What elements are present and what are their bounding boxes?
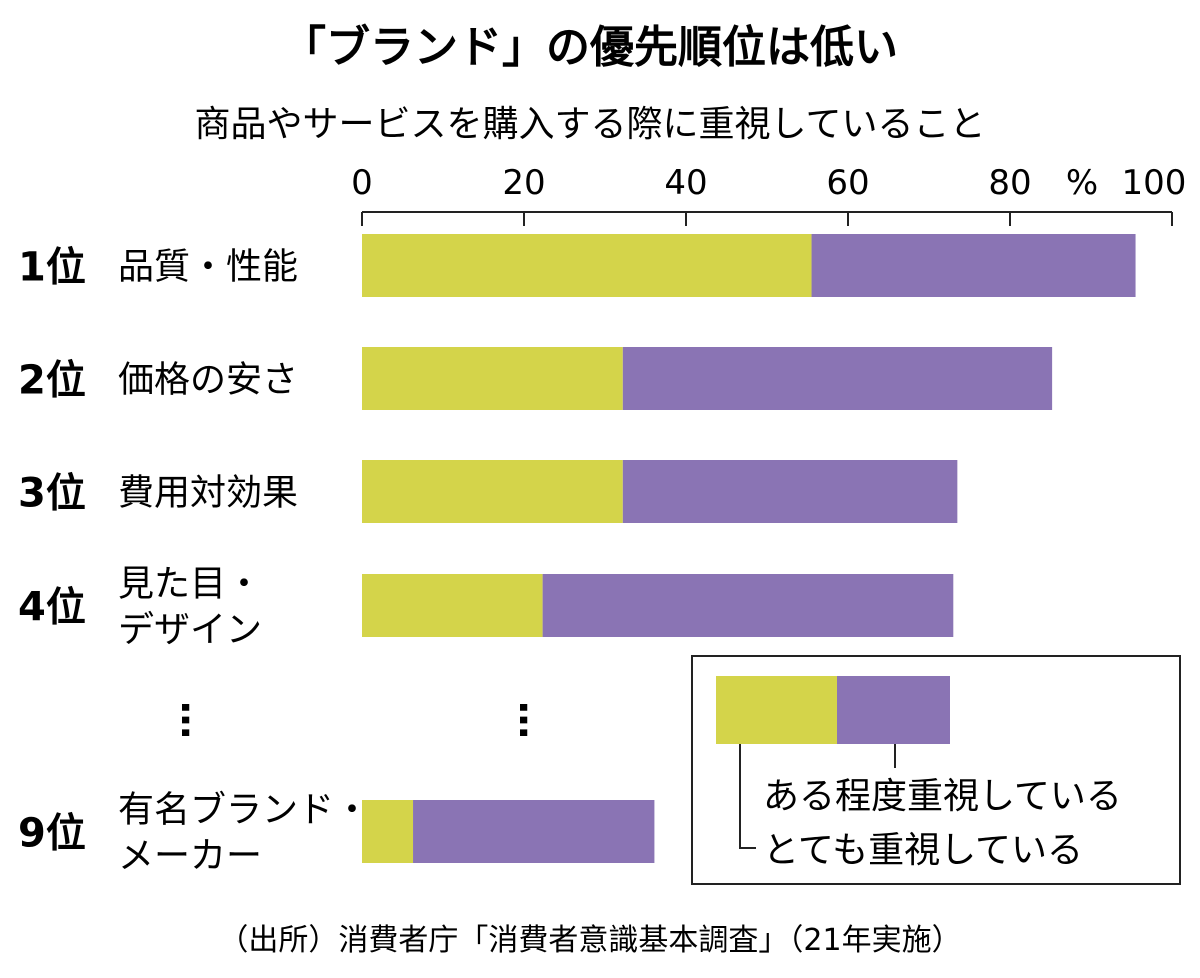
bars xyxy=(362,234,1136,863)
category-label: 有名ブランド・ xyxy=(118,790,370,831)
category-label: 費用対効果 xyxy=(118,473,298,514)
chart-subtitle: 商品やサービスを購入する際に重視していること xyxy=(195,104,986,145)
vertical-ellipsis: … xyxy=(173,701,217,739)
bar-segment-strong xyxy=(362,460,623,523)
rank-label: 1位 xyxy=(18,245,86,291)
category-label: 価格の安さ xyxy=(118,360,298,401)
bar-segment-moderate xyxy=(622,347,1053,410)
chart-title: 「ブランド」の優先順位は低い xyxy=(282,22,898,73)
category-label: 品質・性能 xyxy=(118,247,298,288)
x-axis: 0 20 40 60 80 100% xyxy=(351,163,1186,226)
legend-swatch-strong xyxy=(716,676,837,744)
category-label: 見た目・ xyxy=(118,564,262,605)
gap-marker: …… xyxy=(173,701,555,739)
bar-segment-strong xyxy=(362,800,414,863)
rank-label: 2位 xyxy=(18,358,86,404)
bar-segment-moderate xyxy=(542,574,954,637)
bar-segment-moderate xyxy=(413,800,655,863)
x-tick-label: 80 xyxy=(988,163,1031,203)
rank-label: 4位 xyxy=(18,585,86,631)
bar-segment-moderate xyxy=(622,460,958,523)
category-label: メーカー xyxy=(118,836,262,877)
x-tick-label: 60 xyxy=(826,163,869,203)
bar-segment-strong xyxy=(362,574,543,637)
x-tick-label: 0 xyxy=(351,163,373,203)
x-tick-label: 40 xyxy=(664,163,707,203)
bar-segment-moderate xyxy=(811,234,1136,297)
legend-swatch-moderate xyxy=(837,676,950,744)
bar-segment-strong xyxy=(362,234,812,297)
bar-segment-strong xyxy=(362,347,623,410)
legend: ある程度重視している とても重視している xyxy=(691,655,1181,885)
legend-frame xyxy=(691,655,1181,885)
rank-label: 3位 xyxy=(18,471,86,517)
source-note: （出所）消費者庁「消費者意識基本調査」（21年実施） xyxy=(218,923,961,958)
legend-label-strong: とても重視している xyxy=(763,830,1083,871)
legend-leader-strong xyxy=(739,744,756,849)
x-tick-label: 20 xyxy=(502,163,545,203)
category-label: デザイン xyxy=(118,610,262,651)
x-tick-label: 100 xyxy=(1122,163,1187,203)
vertical-ellipsis: … xyxy=(511,701,555,739)
rank-label: 9位 xyxy=(18,811,86,857)
x-unit-label: % xyxy=(1066,163,1098,203)
legend-label-moderate: ある程度重視している xyxy=(763,776,1122,817)
